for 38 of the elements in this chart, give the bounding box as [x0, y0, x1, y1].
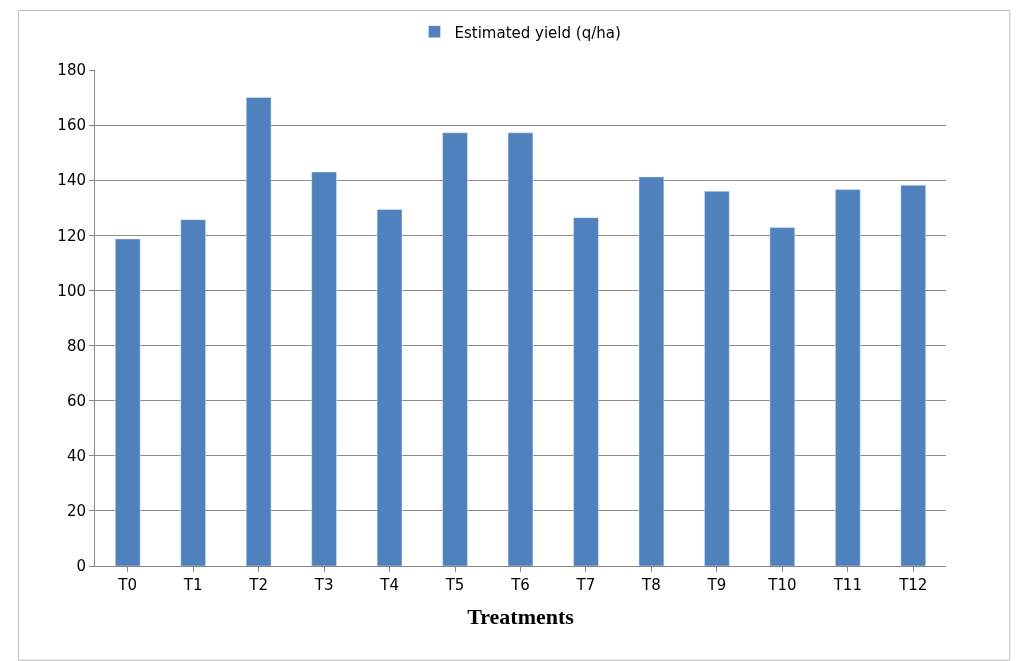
bar	[835, 189, 861, 566]
x-tick-label: T11	[832, 576, 862, 594]
x-tick-label: T9	[706, 576, 727, 594]
bar	[442, 132, 468, 566]
y-tick-label: 80	[66, 336, 86, 355]
bar	[507, 132, 534, 566]
bar	[900, 184, 926, 566]
y-tick-label: 40	[66, 447, 86, 466]
legend-label: Estimated yield (q/ha)	[454, 23, 621, 42]
x-tick-label: T6	[510, 576, 530, 594]
bar	[769, 227, 796, 566]
y-tick-label: 120	[57, 226, 86, 245]
x-tick-label: T3	[313, 576, 334, 594]
x-tick-label: T10	[767, 576, 797, 594]
y-tick-label: 140	[57, 171, 86, 190]
x-tick-label: T12	[898, 576, 928, 594]
bar	[704, 190, 730, 566]
x-tick-label: T7	[575, 576, 596, 594]
bar	[376, 209, 403, 566]
y-tick-label: 20	[66, 502, 86, 521]
bar	[311, 171, 337, 566]
bar	[245, 97, 272, 566]
x-tick-label: T2	[248, 576, 269, 594]
x-tick-label: T1	[182, 576, 203, 594]
y-tick-label: 100	[57, 281, 86, 300]
y-tick-label: 180	[57, 61, 86, 80]
x-tick-label: T0	[117, 576, 138, 594]
x-tick-label: T8	[641, 576, 661, 594]
y-tick-label: 160	[57, 116, 86, 135]
bar	[115, 238, 141, 566]
y-tick-label: 0	[76, 557, 86, 576]
bar	[573, 217, 599, 566]
y-tick-label: 60	[66, 391, 86, 410]
bar	[180, 219, 206, 566]
x-axis-title: Treatments	[467, 603, 575, 629]
x-tick-label: T5	[444, 576, 465, 594]
bar	[638, 176, 665, 566]
x-tick-label: T4	[379, 576, 399, 594]
